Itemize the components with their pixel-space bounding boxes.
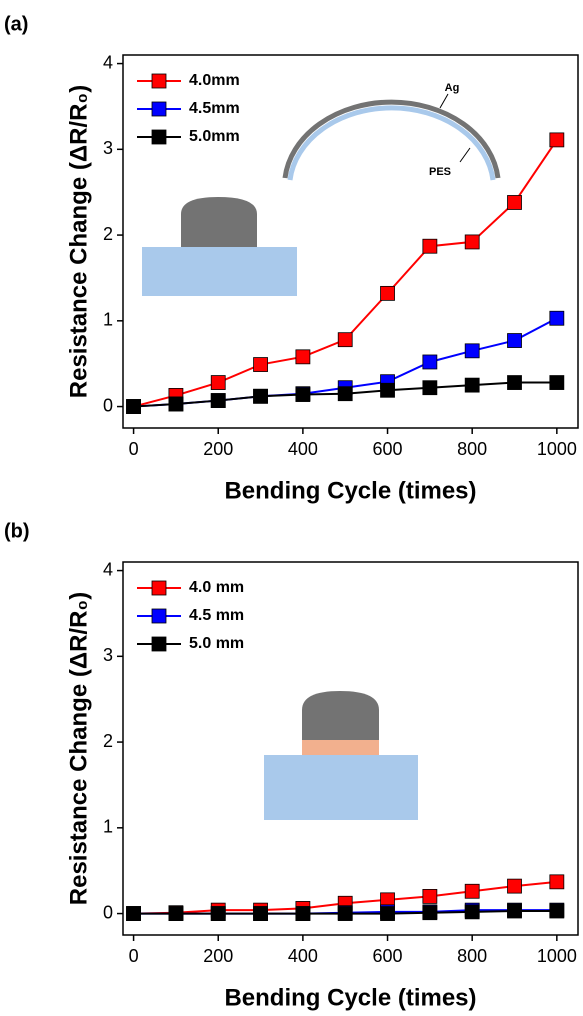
data-point bbox=[422, 238, 438, 254]
ag-film bbox=[302, 691, 379, 740]
annotation: Ag bbox=[445, 82, 460, 94]
data-point bbox=[210, 906, 226, 921]
y-tick-label: 2 bbox=[103, 224, 113, 244]
data-point bbox=[549, 874, 565, 890]
x-tick-label: 400 bbox=[288, 946, 318, 966]
x-tick-label: 800 bbox=[457, 946, 487, 966]
x-axis-label: Bending Cycle (times) bbox=[224, 477, 476, 504]
x-tick-label: 0 bbox=[129, 439, 139, 459]
legend-marker bbox=[151, 101, 167, 117]
data-point bbox=[337, 332, 353, 348]
data-point bbox=[337, 386, 353, 402]
x-tick-label: 800 bbox=[457, 439, 487, 459]
ag-arc bbox=[282, 99, 501, 179]
data-point bbox=[422, 889, 438, 904]
data-point bbox=[549, 375, 565, 390]
y-tick-label: 4 bbox=[103, 52, 113, 72]
inset-diagram-b bbox=[264, 691, 418, 820]
x-tick-label: 200 bbox=[203, 439, 233, 459]
x-tick-label: 600 bbox=[373, 439, 403, 459]
y-tick-label: 4 bbox=[103, 559, 113, 579]
x-tick-label: 1000 bbox=[537, 439, 577, 459]
data-point bbox=[253, 388, 268, 404]
substrate bbox=[142, 247, 297, 296]
data-point bbox=[210, 393, 226, 408]
data-point bbox=[464, 904, 480, 920]
data-point bbox=[507, 878, 522, 894]
legend-marker bbox=[151, 608, 167, 624]
y-tick-label: 3 bbox=[103, 645, 113, 665]
panel-label: (a) bbox=[4, 13, 28, 35]
legend-marker bbox=[151, 580, 167, 596]
x-tick-label: 200 bbox=[203, 946, 233, 966]
y-axis-label: Resistance Change (ΔR/R₀) bbox=[65, 85, 92, 398]
data-point bbox=[337, 906, 353, 921]
x-tick-label: 600 bbox=[373, 946, 403, 966]
y-tick-label: 0 bbox=[103, 902, 113, 922]
data-point bbox=[168, 396, 184, 412]
x-axis-label: Bending Cycle (times) bbox=[224, 984, 476, 1011]
inset-diagram-a bbox=[142, 93, 501, 296]
data-point bbox=[464, 343, 480, 359]
legend-marker bbox=[151, 129, 167, 145]
legend-label: 4.5mm bbox=[189, 100, 240, 117]
y-tick-label: 0 bbox=[103, 395, 113, 415]
y-axis-label: Resistance Change (ΔR/R₀) bbox=[65, 592, 92, 905]
legend-marker bbox=[151, 636, 167, 652]
ag-film bbox=[181, 197, 257, 247]
legend-label: 5.0mm bbox=[189, 128, 240, 145]
data-point bbox=[464, 234, 480, 250]
data-point bbox=[295, 906, 311, 921]
plot-frame bbox=[122, 54, 579, 429]
pes-arc bbox=[287, 105, 496, 181]
pointer bbox=[439, 93, 449, 109]
pointer bbox=[459, 147, 471, 163]
y-tick-label: 3 bbox=[103, 138, 113, 158]
data-point bbox=[126, 399, 141, 414]
x-tick-label: 0 bbox=[129, 946, 139, 966]
y-tick-label: 2 bbox=[103, 731, 113, 751]
data-point bbox=[507, 375, 522, 390]
data-point bbox=[422, 380, 438, 396]
plot-frame bbox=[122, 561, 579, 936]
data-point bbox=[549, 310, 565, 326]
data-point bbox=[507, 195, 522, 210]
x-tick-label: 1000 bbox=[537, 946, 577, 966]
x-tick-label: 400 bbox=[288, 439, 318, 459]
data-point bbox=[380, 906, 395, 921]
interlayer bbox=[302, 740, 379, 755]
data-point bbox=[168, 906, 184, 921]
substrate bbox=[264, 755, 418, 820]
legend-label: 5.0 mm bbox=[189, 635, 244, 652]
data-point bbox=[464, 883, 480, 899]
y-tick-label: 1 bbox=[103, 817, 113, 837]
data-point bbox=[253, 906, 268, 921]
y-tick-label: 1 bbox=[103, 310, 113, 330]
data-point bbox=[210, 375, 226, 390]
data-point bbox=[464, 377, 480, 393]
data-point bbox=[253, 357, 268, 372]
data-point bbox=[422, 905, 438, 921]
data-point bbox=[380, 285, 395, 301]
data-point bbox=[126, 906, 141, 921]
legend-marker bbox=[151, 73, 167, 89]
data-point bbox=[507, 903, 522, 919]
data-point bbox=[549, 903, 565, 919]
data-point bbox=[422, 354, 438, 370]
data-point bbox=[295, 387, 311, 402]
data-point bbox=[549, 132, 565, 148]
legend-label: 4.0 mm bbox=[189, 579, 244, 596]
legend-label: 4.5 mm bbox=[189, 607, 244, 624]
data-point bbox=[507, 333, 522, 348]
data-point bbox=[295, 349, 311, 365]
annotation: PES bbox=[429, 166, 451, 178]
panel-label: (b) bbox=[4, 520, 30, 542]
data-point bbox=[380, 382, 395, 398]
legend-label: 4.0mm bbox=[189, 72, 240, 89]
